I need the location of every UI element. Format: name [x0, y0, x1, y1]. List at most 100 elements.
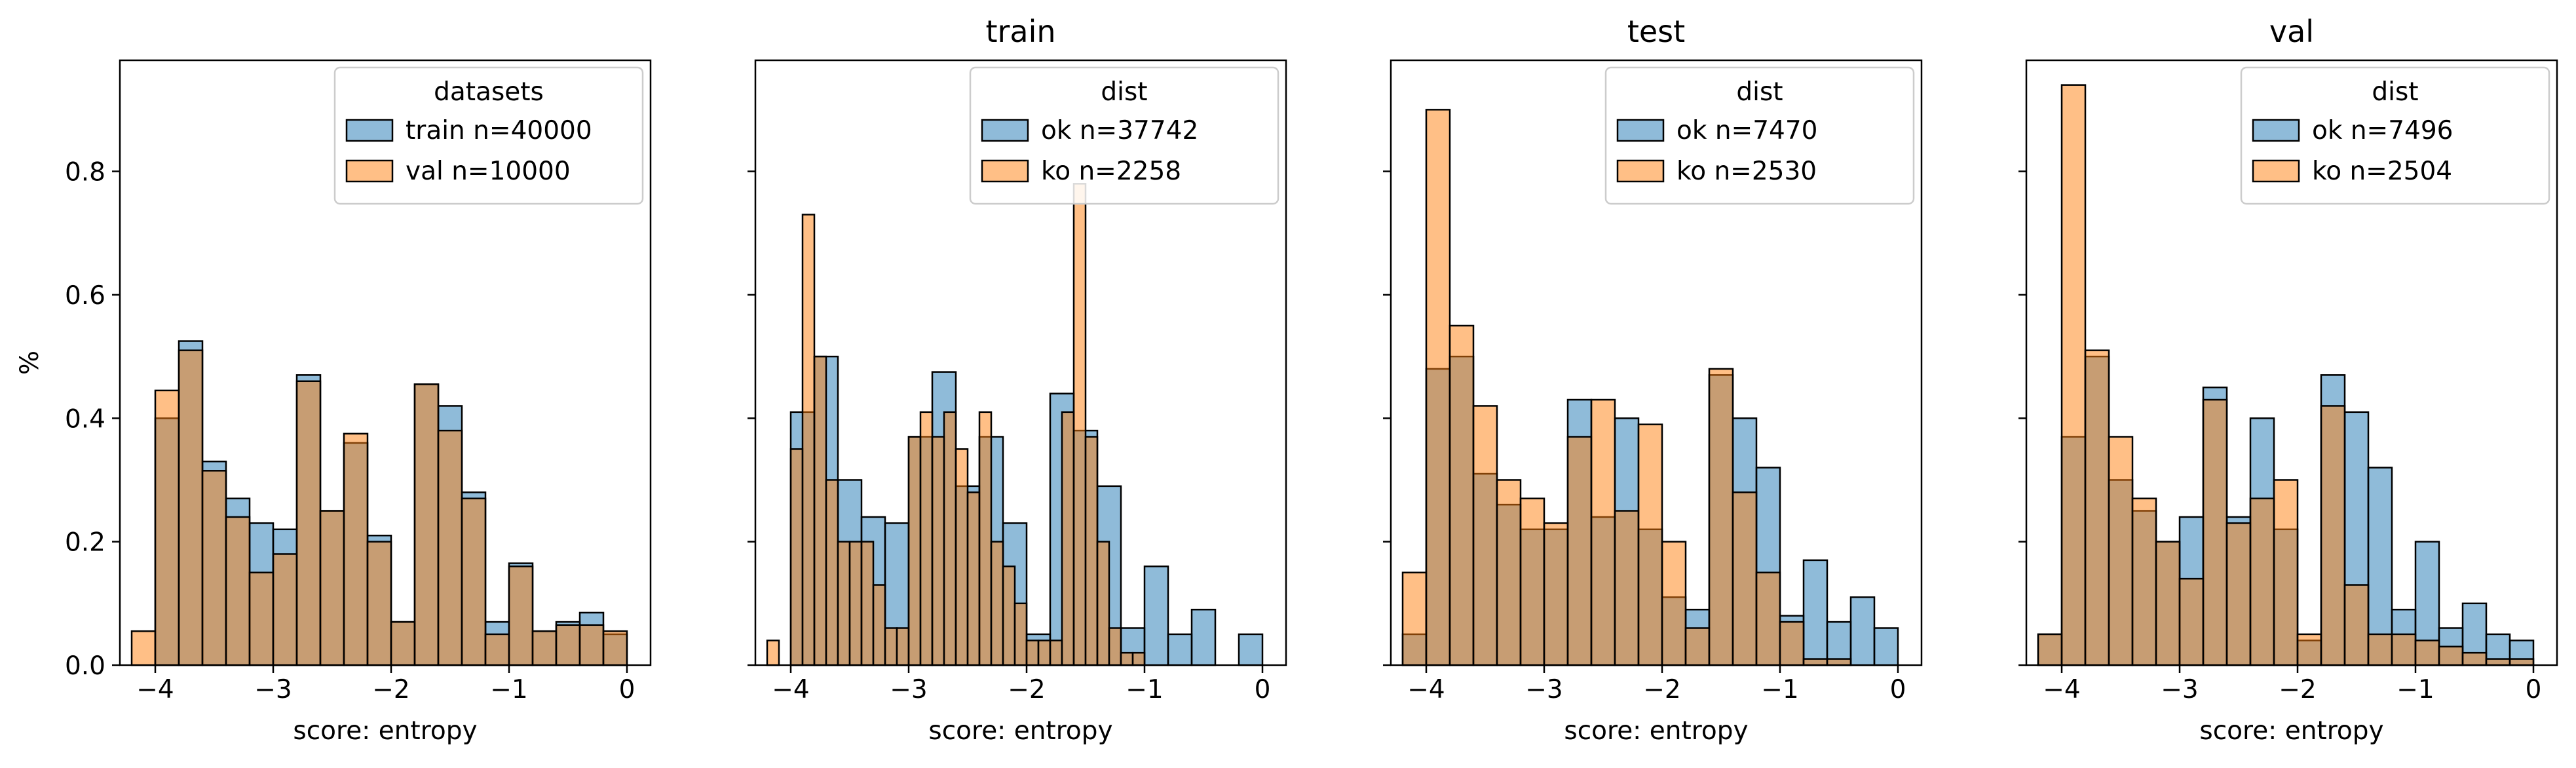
histogram-bar	[1732, 491, 1758, 666]
histogram-bar	[1873, 627, 1899, 666]
histogram-bar	[1755, 571, 1781, 666]
histogram-bar	[1143, 566, 1169, 666]
histogram-bar	[872, 584, 886, 666]
histogram-bar	[2391, 633, 2417, 666]
x-tick-label: −1	[2396, 675, 2434, 704]
histogram-bar	[1826, 658, 1852, 666]
legend-entry-label: ok n=7496	[2312, 116, 2453, 145]
histogram-bar	[860, 541, 875, 666]
histogram-bar	[2060, 84, 2087, 666]
legend-swatch	[1616, 119, 1665, 142]
histogram-bar	[319, 510, 345, 666]
histogram-bar	[1072, 183, 1087, 666]
y-tick-label: 0.2	[65, 528, 105, 558]
x-tick-label: −1	[490, 675, 528, 704]
histogram-bar	[1496, 479, 1522, 666]
histogram-bar	[1614, 510, 1640, 666]
histogram-bar	[978, 411, 993, 666]
legend: datasets train n=40000 val n=10000	[333, 66, 644, 205]
histogram-bar	[2084, 349, 2110, 666]
legend-swatch	[1616, 159, 1665, 183]
histogram-bar	[943, 411, 957, 666]
histogram-bar	[990, 541, 1004, 666]
histogram-bar	[178, 349, 204, 666]
histogram-bar	[1025, 640, 1040, 666]
legend: dist ok n=37742 ko n=2258	[969, 66, 1279, 205]
x-tick-label: −1	[1126, 675, 1164, 704]
histogram-bar	[225, 516, 251, 666]
legend-entry-label: val n=10000	[406, 157, 571, 186]
histogram-bar	[2108, 436, 2134, 666]
x-tick-label: −4	[772, 675, 810, 704]
histogram-bar	[1131, 651, 1146, 666]
legend-entry-label: ok n=7470	[1676, 116, 1818, 145]
x-tick-label: −2	[372, 675, 410, 704]
legend-title: dist	[1736, 77, 1783, 107]
histogram-bar	[1037, 640, 1051, 666]
x-tick-label: 0	[2526, 675, 2542, 704]
axes-frame	[1390, 59, 1923, 666]
x-tick-label: −2	[1008, 675, 1046, 704]
histogram-bar	[484, 633, 510, 666]
histogram-bar	[2296, 633, 2322, 666]
histogram-bar	[896, 627, 910, 666]
panel-title: val	[2269, 14, 2314, 49]
histogram-bar	[2273, 479, 2299, 666]
histogram-bar	[884, 627, 898, 666]
histogram-bar	[508, 566, 534, 666]
histogram-bar	[2226, 522, 2252, 666]
series-1-bars	[766, 183, 1146, 666]
histogram-bar	[1708, 368, 1734, 666]
histogram-bar	[602, 630, 628, 666]
axes-frame	[119, 59, 652, 666]
legend-entry-label: ko n=2530	[1676, 157, 1817, 186]
panel-title: test	[1627, 14, 1685, 49]
histogram-bar	[2367, 633, 2393, 666]
panel-title: train	[985, 14, 1055, 49]
chart-panel-2: −4 −3 −2 −1 0 score: entropy test dist ok n=7470…	[1383, 14, 1923, 746]
y-tick-label: 0.0	[65, 651, 105, 681]
histogram-bar	[1684, 627, 1711, 666]
histogram-bar	[2461, 651, 2488, 666]
histogram-bar	[2320, 405, 2346, 666]
legend-title: dist	[2372, 77, 2418, 107]
x-tick-label: 0	[619, 675, 635, 704]
y-tick-label: 0.4	[65, 404, 105, 434]
legend: dist ok n=7470 ko n=2530	[1604, 66, 1915, 205]
histogram-bar	[1401, 571, 1428, 666]
legend-box	[333, 66, 644, 205]
histogram-bar	[1190, 608, 1217, 666]
histogram-bar	[248, 571, 275, 666]
legend-box	[1604, 66, 1915, 205]
legend-swatch	[345, 119, 394, 142]
histogram-bar	[154, 389, 180, 666]
histogram-bar	[1013, 602, 1028, 666]
x-tick-label: 0	[1890, 675, 1906, 704]
series-1-bars	[130, 349, 628, 666]
histogram-bar	[130, 630, 157, 666]
legend-title: dist	[1101, 77, 1147, 107]
histogram-bar	[2485, 658, 2511, 666]
legend-entry-label: ko n=2504	[2312, 157, 2452, 186]
chart-panel-3: −4 −3 −2 −1 0 score: entropy val dist ok n=7496 k…	[2018, 14, 2558, 746]
histogram-bar	[555, 624, 581, 666]
histogram-bar	[1449, 324, 1475, 666]
histogram-bar	[919, 411, 934, 666]
legend-box	[969, 66, 1279, 205]
legend-swatch	[981, 119, 1029, 142]
series-1-bars	[2037, 84, 2535, 666]
histogram-bar	[1238, 633, 1264, 666]
histogram-bar	[2202, 398, 2228, 666]
legend-entry-label: ok n=37742	[1041, 116, 1198, 145]
x-tick-label: −3	[2161, 675, 2199, 704]
histogram-bar	[1802, 559, 1828, 666]
legend: dist ok n=7496 ko n=2504	[2240, 66, 2550, 205]
histogram-bar	[2178, 577, 2205, 666]
histogram-bar	[1590, 398, 1616, 666]
histogram-bar	[201, 470, 227, 666]
chart-panel-0: −4 −3 −2 −1 0 0.0 0.2 0.4 0.6 0.8 score: entropy% d…	[15, 59, 652, 746]
legend-swatch	[981, 159, 1029, 183]
histogram-bar	[907, 436, 922, 666]
histogram-bar	[2509, 658, 2535, 666]
